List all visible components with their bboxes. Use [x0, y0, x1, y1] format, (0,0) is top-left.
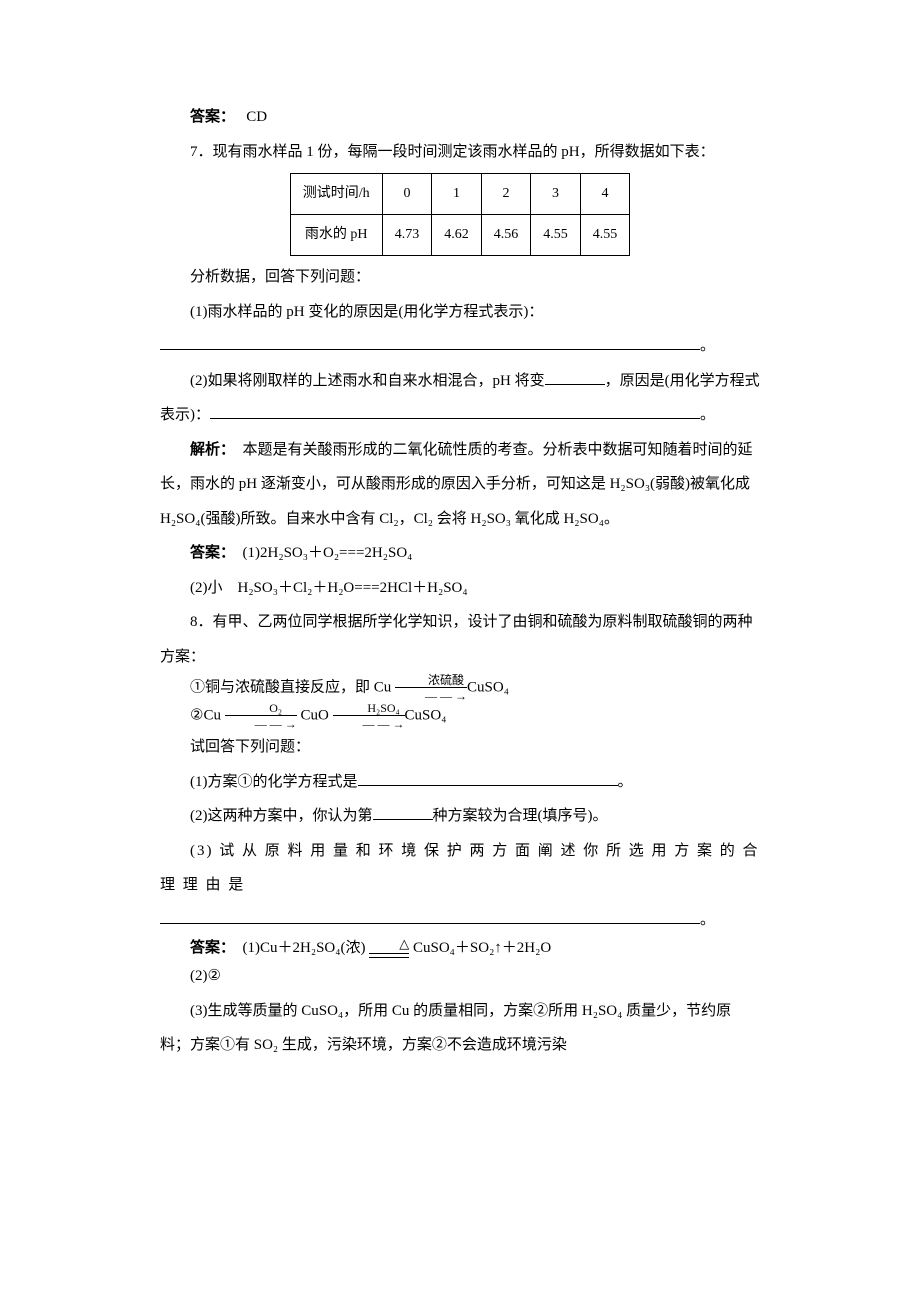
table-cell: 雨水的 pH [290, 215, 382, 256]
q7-jiexi: 解析： 本题是有关酸雨形成的二氧化硫性质的考查。分析表中数据可知随着时间的延长，… [160, 433, 760, 537]
q7-blank-line-1: 。 [160, 329, 760, 364]
q7-answer-1: 答案： (1)2H₂SO₃＋O₂===2H₂SO₄ [160, 536, 760, 571]
q7-sub2-b: ，原因是(用化学方程式 [605, 373, 760, 389]
q8-ans1-a: (1)Cu＋2H₂SO₄(浓) [243, 940, 370, 956]
q8-s1-b: CuSO₄ [467, 680, 509, 696]
blank-underline [160, 908, 700, 924]
answer-6-label: 答案： [190, 108, 228, 125]
q7-sub2-c: 表示)： [160, 407, 210, 423]
q8-blank-line: 。 [160, 903, 760, 938]
table-cell: 4.55 [580, 215, 630, 256]
q8-sub2-a: (2)这两种方案中，你认为第 [190, 808, 373, 824]
arrow-cond-icon: O₂— — → [225, 702, 297, 730]
q7-ans1: (1)2H₂SO₃＋O₂===2H₂SO₄ [243, 545, 413, 561]
answer-6-value: CD [246, 109, 267, 125]
q7-sub1: (1)雨水样品的 pH 变化的原因是(用化学方程式表示)： [160, 295, 760, 330]
period: 。 [700, 407, 715, 423]
q8-s2-b: CuO [297, 708, 333, 724]
table-cell: 4.56 [481, 215, 531, 256]
q7-answer-2: (2)小 H₂SO₃＋Cl₂＋H₂O===2HCl＋H₂SO₄ [160, 571, 760, 606]
q8-s2-c: CuSO₄ [405, 708, 447, 724]
table-cell: 1 [432, 174, 482, 215]
blank-underline [160, 334, 700, 350]
q8-try: 试回答下列问题： [160, 730, 760, 765]
q8-sub3: (3) 试 从 原 料 用 量 和 环 境 保 护 两 方 面 阐 述 你 所 … [160, 834, 760, 903]
q8-scheme-2: ②Cu O₂— — → CuO H₂SO₄— — →CuSO₄ [160, 702, 760, 730]
q8-s1-a: ①铜与浓硫酸直接反应，即 Cu [190, 680, 395, 696]
q7-jiexi-label: 解析： [190, 441, 228, 458]
period: 。 [700, 338, 715, 354]
q7-stem: 7．现有雨水样品 1 份，每隔一段时间测定该雨水样品的 pH，所得数据如下表： [160, 135, 760, 170]
q8-stem: 8．有甲、乙两位同学根据所学化学知识，设计了由铜和硫酸为原料制取硫酸铜的两种方案… [160, 605, 760, 674]
q8-scheme-1: ①铜与浓硫酸直接反应，即 Cu 浓硫酸— — →CuSO₄ [160, 674, 760, 702]
q7-table: 测试时间/h 0 1 2 3 4 雨水的 pH 4.73 4.62 4.56 4… [290, 173, 630, 256]
table-cell: 4.55 [531, 215, 581, 256]
blank-underline [210, 403, 700, 419]
table-cell: 0 [382, 174, 432, 215]
q7-jiexi-text: 本题是有关酸雨形成的二氧化硫性质的考查。分析表中数据可知随着时间的延长，雨水的 … [160, 442, 753, 527]
q8-sub1-text: (1)方案①的化学方程式是 [190, 774, 358, 790]
arrow-cond-icon: 浓硫酸— — → [395, 674, 467, 702]
q7-sub2-line2: 表示)： 。 [160, 398, 760, 433]
q8-sub1: (1)方案①的化学方程式是 。 [160, 765, 760, 800]
q8-s2-a: ②Cu [190, 708, 225, 724]
q8-sub2-b: 种方案较为合理(填序号)。 [433, 808, 608, 824]
period: 。 [618, 774, 633, 790]
arrow-cond-icon: H₂SO₄— — → [333, 702, 405, 730]
q7-sub2-a: (2)如果将刚取样的上述雨水和自来水相混合，pH 将变 [190, 373, 545, 389]
table-cell: 测试时间/h [290, 174, 382, 215]
q7-ans-label: 答案： [190, 544, 228, 561]
q8-sub2: (2)这两种方案中，你认为第 种方案较为合理(填序号)。 [160, 799, 760, 834]
table-row: 测试时间/h 0 1 2 3 4 [290, 174, 629, 215]
blank-underline [373, 804, 433, 820]
q7-sub2: (2)如果将刚取样的上述雨水和自来水相混合，pH 将变 ，原因是(用化学方程式 [160, 364, 760, 399]
period: 。 [700, 912, 715, 928]
q8-answer-2: (2)② [160, 959, 760, 994]
table-cell: 3 [531, 174, 581, 215]
answer-6: 答案： CD [160, 100, 760, 135]
table-cell: 4 [580, 174, 630, 215]
q8-answer-3: (3)生成等质量的 CuSO₄，所用 Cu 的质量相同，方案②所用 H₂SO₄ … [160, 994, 760, 1063]
table-cell: 4.73 [382, 215, 432, 256]
blank-underline [358, 770, 618, 786]
q7-analyze: 分析数据，回答下列问题： [160, 260, 760, 295]
q8-ans-label: 答案： [190, 939, 228, 956]
q8-ans1-b: CuSO₄＋SO₂↑＋2H₂O [409, 940, 551, 956]
table-cell: 4.62 [432, 215, 482, 256]
table-row: 雨水的 pH 4.73 4.62 4.56 4.55 4.55 [290, 215, 629, 256]
table-cell: 2 [481, 174, 531, 215]
equals-cond-icon: △ [369, 939, 409, 959]
q8-answer-1: 答案： (1)Cu＋2H₂SO₄(浓) △ CuSO₄＋SO₂↑＋2H₂O [160, 937, 760, 959]
blank-underline [545, 369, 605, 385]
